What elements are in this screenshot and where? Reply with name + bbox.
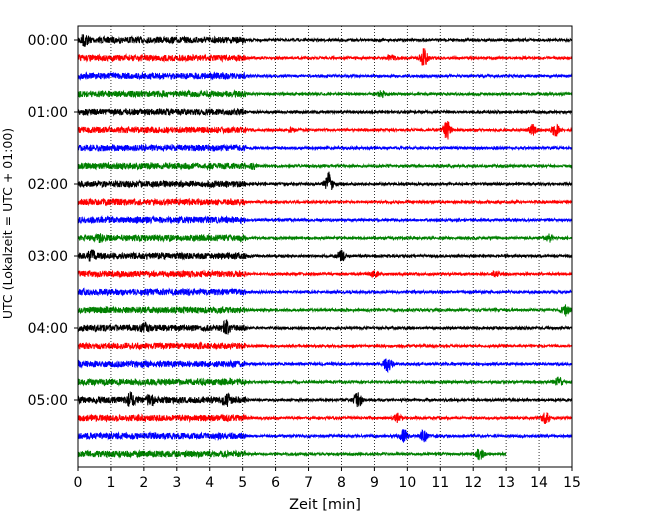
y-tick-label: 02:00 [28,177,68,193]
trace-row [77,340,573,351]
x-tick-label: 12 [464,475,482,491]
x-tick-label: 3 [172,475,181,491]
y-axis-ticks: 00:00 01:00 02:00 03:00 04:00 05:00 [28,33,78,409]
trace-row [77,376,573,387]
trace-row [77,269,573,279]
y-tick-label: 05:00 [28,393,68,409]
trace-row [77,358,573,374]
trace-row [77,143,573,153]
trace-row [77,319,573,335]
x-tick-label: 4 [205,475,214,491]
trace-row [77,48,573,66]
x-tick-label: 0 [74,475,83,491]
trace-row [77,448,507,461]
trace-row [77,214,573,225]
trace-row [77,412,573,425]
y-tick-label: 00:00 [28,33,68,49]
x-axis-ticks: 0 1 2 3 4 5 6 7 8 9 10 11 12 13 14 15 [74,467,581,491]
trace-row [77,34,573,48]
trace-row [77,287,573,297]
trace-row [77,391,573,408]
y-tick-label: 01:00 [28,105,68,121]
x-tick-label: 10 [398,475,416,491]
y-tick-label: 03:00 [28,249,68,265]
x-tick-label: 2 [139,475,148,491]
trace-row [77,121,573,140]
plot-frame [77,25,573,468]
x-tick-label: 11 [431,475,449,491]
x-tick-label: 9 [370,475,379,491]
trace-row [77,71,573,81]
y-axis-label: UTC (Lokalzeit = UTC + 01:00) [0,128,15,319]
trace-row [77,89,573,99]
trace-row [77,107,573,117]
trace-row [77,171,573,190]
trace-row [77,232,573,244]
x-tick-label: 6 [271,475,280,491]
x-tick-label: 14 [530,475,548,491]
y-tick-label: 04:00 [28,321,68,337]
x-tick-label: 5 [238,475,247,491]
trace-row [77,197,573,207]
x-tick-label: 1 [106,475,115,491]
trace-row [77,161,573,171]
x-tick-label: 15 [563,475,581,491]
trace-row [77,429,573,443]
x-tick-label: 13 [497,475,515,491]
trace-group [77,34,573,461]
x-tick-label: 8 [337,475,346,491]
x-axis-label: Zeit [min] [289,497,361,513]
trace-row [77,249,573,262]
x-tick-label: 7 [304,475,313,491]
trace-row [77,304,573,317]
